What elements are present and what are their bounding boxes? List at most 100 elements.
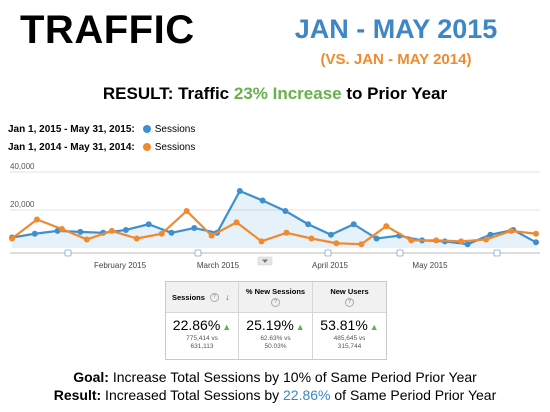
data-point [31,230,38,237]
help-icon[interactable]: ? [345,298,354,307]
data-point [483,236,490,243]
summary-new-users-current: 485,645 vs [333,335,366,342]
legend-dot-icon [142,125,151,133]
data-point [533,239,539,246]
y-axis-labels: 40,000 20,000 [10,162,35,209]
up-arrow-icon: ▲ [222,322,232,332]
slide-title: TRAFFIC [20,8,195,52]
data-point [236,188,243,194]
goal-label: Goal: [73,369,109,385]
data-point [168,229,175,236]
data-point [108,227,115,234]
y-tick-label: 40,000 [10,162,35,171]
data-point [308,235,315,242]
chevron-down-icon [262,259,268,263]
summary-new-users-previous: 315,744 [337,343,362,350]
summary-new-sessions-header[interactable]: % New Sessions ? [239,282,312,313]
goal-statement: Goal: Increase Total Sessions by 10% of … [0,369,550,385]
summary-new-users-header[interactable]: New Users ? [313,282,386,313]
data-point [183,207,190,214]
data-point [533,230,539,237]
data-point [158,230,165,237]
data-point [350,221,357,228]
data-point [145,221,152,228]
legend-metric: Sessions [154,142,196,153]
legend-item-2015: Jan 1, 2015 - May 31, 2015: Sessions [8,124,195,135]
data-point [433,237,440,244]
result-suffix-text: of Same Period Prior Year [330,387,497,403]
result-percent: 22.86% [283,387,331,403]
summary-sessions-previous: 631,113 [190,343,214,350]
legend-item-2014: Jan 1, 2014 - May 31, 2014: Sessions [8,142,195,153]
sessions-line-chart: 40,000 20,000 February 2015 March 2015 Apri… [9,162,540,270]
legend-range: Jan 1, 2015 - May 31, 2015: [8,124,135,135]
annotation-marker [194,249,202,257]
x-tick-label: March 2015 [197,261,240,270]
data-point [458,238,465,245]
data-point [9,235,15,242]
result-prefix-text: Increased Total Sessions by [101,387,284,403]
result-statement: Result: Increased Total Sessions by 22.8… [0,387,550,403]
x-tick-label: April 2015 [312,261,349,270]
summary-new-sessions-label: % New Sessions [245,287,306,296]
summary-table: Sessions ? ↓ 22.86% ▲ 775,414 vs 631,113 … [165,281,387,360]
summary-sessions-value: 22.86% ▲ [172,317,232,333]
summary-new-users-label: New Users [330,287,369,296]
x-axis: February 2015 March 2015 April 2015 May 201… [10,249,540,270]
data-point [58,226,65,232]
result-prefix: RESULT: Traffic [102,84,234,103]
series-area [12,191,536,248]
result-suffix: to Prior Year [341,84,448,103]
data-point [327,231,334,238]
help-icon[interactable]: ? [271,298,280,307]
period-heading: JAN - MAY 2015 [294,14,498,44]
data-point [233,219,240,226]
summary-new-sessions-value: 25.19% ▲ [246,317,305,333]
result-headline: RESULT: Traffic 23% Increase to Prior Ye… [0,84,550,104]
data-point [408,237,415,244]
y-tick-label: 20,000 [10,200,35,209]
annotation-marker [64,249,72,257]
summary-new-sessions-current: 62.63% vs [260,335,291,342]
data-point [122,226,129,233]
summary-sessions-header[interactable]: Sessions ? ↓ [166,282,238,313]
sort-arrow-icon[interactable]: ↓ [224,292,230,302]
data-point [33,216,40,223]
summary-sessions-label: Sessions [172,292,205,302]
data-point [358,241,365,248]
annotation-marker [396,249,404,257]
summary-new-users: New Users ? 53.81% ▲ 485,645 vs 315,744 [313,282,386,359]
legend-metric: Sessions [154,124,196,135]
data-point [305,221,312,228]
goal-text: Increase Total Sessions by 10% of Same P… [108,369,477,385]
chart-series [9,188,539,248]
result-highlight: 23% Increase [233,84,342,103]
up-arrow-icon: ▲ [369,322,379,332]
summary-sessions-current: 775,414 vs [186,335,218,342]
data-point [133,235,140,242]
legend-dot-icon [142,143,151,151]
series-line-2 [11,209,537,246]
data-point [208,232,215,239]
annotation-marker [324,249,332,257]
data-point [259,197,266,204]
data-point [191,225,198,232]
annotation-marker [493,249,501,257]
data-point [258,238,265,245]
chart-grid [10,171,540,211]
data-point [508,227,515,234]
summary-sessions: Sessions ? ↓ 22.86% ▲ 775,414 vs 631,113 [166,282,239,359]
data-point [464,241,471,248]
summary-new-sessions: % New Sessions ? 25.19% ▲ 62.63% vs 50.03… [239,282,313,359]
data-point [373,235,380,242]
data-point [487,231,494,238]
help-icon[interactable]: ? [209,292,219,302]
summary-new-users-value: 53.81% ▲ [320,317,379,333]
data-point [83,236,90,243]
x-tick-label: May 2015 [412,261,448,270]
data-point [383,223,390,230]
legend-range: Jan 1, 2014 - May 31, 2014: [8,142,135,153]
data-point [77,228,84,235]
summary-new-sessions-previous: 50.03% [264,343,287,350]
up-arrow-icon: ▲ [295,322,305,332]
